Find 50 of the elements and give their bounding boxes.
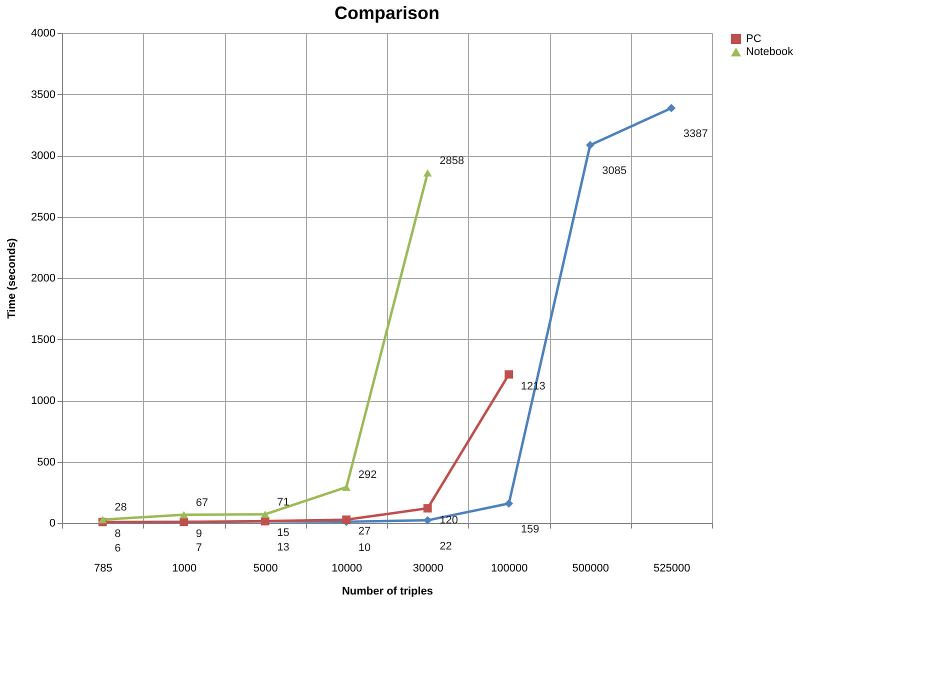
data-label: 28	[114, 502, 127, 514]
data-label: 15	[277, 527, 290, 540]
y-tick-label: 2500	[31, 211, 56, 224]
data-label: 10	[358, 542, 371, 554]
data-label: 27	[358, 526, 371, 538]
y-tick-label: 3500	[31, 88, 56, 101]
data-label: 7	[196, 542, 202, 554]
point	[423, 504, 432, 512]
data-label: 120	[440, 514, 458, 526]
point	[667, 104, 676, 112]
data-label: 8	[114, 528, 121, 540]
y-tick-label: 3000	[31, 150, 56, 162]
x-axis-title: Number of triples	[342, 586, 434, 598]
data-label: 9	[196, 528, 202, 540]
point	[423, 169, 432, 177]
x-tick-label: 785	[94, 562, 112, 574]
point	[180, 511, 188, 518]
data-label: 6	[114, 542, 121, 554]
x-tick-label: 5000	[253, 562, 278, 574]
y-axis-title: Time (seconds)	[6, 238, 18, 319]
data-label: 292	[358, 469, 377, 482]
legend-label: Notebook	[746, 46, 794, 58]
data-label: 22	[440, 540, 452, 552]
data-label: 3085	[602, 165, 627, 178]
data-label: 159	[520, 524, 540, 536]
y-tick-label: 1500	[31, 334, 56, 346]
x-tick-label: 500000	[572, 562, 609, 574]
y-tick-label: 4000	[31, 28, 56, 40]
x-tick-label: 30000	[412, 562, 444, 574]
data-label: 2858	[440, 154, 464, 167]
data-label: 71	[277, 496, 290, 508]
x-tick-label: 10000	[332, 562, 362, 574]
y-tick-label: 1000	[31, 395, 56, 407]
point	[586, 140, 594, 150]
point	[504, 499, 514, 508]
y-tick-label: 2000	[31, 272, 56, 284]
point	[342, 484, 351, 491]
x-tick-label: 1000	[172, 562, 197, 574]
point	[260, 510, 270, 518]
x-tick-label: 100000	[491, 562, 528, 574]
data-label: 3387	[683, 128, 708, 140]
point	[504, 370, 514, 379]
chart-title: Comparison	[334, 3, 440, 23]
data-label: 13	[277, 541, 290, 554]
y-tick-label: 0	[49, 518, 56, 530]
legend-label: PC	[746, 33, 762, 45]
x-tick-label: 525000	[654, 562, 690, 574]
data-label: 67	[196, 496, 208, 509]
point	[98, 516, 107, 524]
y-tick-label: 500	[37, 456, 56, 468]
